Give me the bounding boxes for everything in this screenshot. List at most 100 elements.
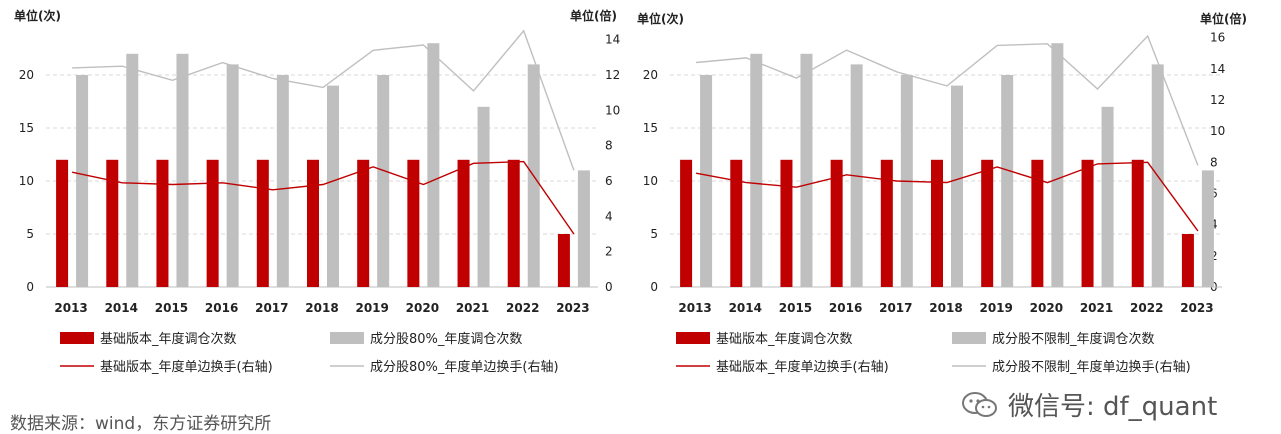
line-base	[695, 161, 1199, 232]
chart-left: 单位(次) 单位(倍) 0 5 10 15 20 0 2 4 6 8 10 12 14 2013 2014 201…	[14, 8, 620, 375]
bar-base	[106, 159, 119, 287]
bar-comp	[477, 106, 490, 287]
bar-comp	[1051, 43, 1064, 288]
bar-base	[457, 159, 470, 287]
y2-tick-label: 12	[1210, 93, 1225, 107]
watermark: 微信号: df_quant	[960, 386, 1217, 423]
y2-tick-label: 12	[605, 68, 620, 82]
x-tick-label: 2023	[1180, 301, 1213, 315]
bar-base	[307, 159, 319, 287]
bar-base	[1181, 234, 1194, 287]
legend-bar-base-swatch	[60, 332, 94, 344]
x-tick-label: 2021	[1080, 301, 1113, 315]
bar-comp	[226, 64, 239, 288]
bar-base	[56, 159, 69, 287]
x-tick-label: 2014	[729, 301, 762, 315]
bar-base	[730, 159, 743, 287]
legend-line-base-label: 基础版本_年度单边换手(右轴)	[716, 359, 889, 375]
x-tick-label: 2017	[879, 301, 912, 315]
legend-bar-comp-label: 成分股不限制_年度调仓次数	[992, 331, 1155, 347]
y2-tick-label: 8	[605, 139, 613, 153]
bar-base	[156, 159, 169, 287]
bar-base	[680, 159, 693, 287]
y2-tick-label: 2	[605, 245, 613, 259]
bar-base	[557, 234, 570, 287]
bar-comp	[1001, 75, 1014, 287]
bar-comp	[377, 75, 390, 287]
bar-base	[1131, 159, 1144, 287]
bar-comp	[76, 75, 89, 287]
y2-tick-label: 16	[1210, 31, 1225, 45]
bar-base	[507, 159, 520, 287]
bar-base	[830, 159, 843, 287]
y-tick-label: 5	[650, 227, 658, 241]
y-tick-label: 20	[643, 68, 658, 82]
y2-tick-label: 10	[605, 103, 620, 117]
x-tick-label: 2016	[205, 301, 238, 315]
legend-bar-base-label: 基础版本_年度调仓次数	[716, 331, 853, 347]
x-tick-label: 2022	[506, 301, 539, 315]
x-tick-label: 2014	[105, 301, 138, 315]
bar-base	[357, 159, 370, 287]
x-tick-label: 2023	[556, 301, 589, 315]
bar-comp	[1201, 170, 1214, 287]
legend-bar-comp-swatch	[952, 332, 986, 344]
y-tick-label: 0	[26, 280, 34, 294]
bar-comp	[327, 85, 339, 287]
bar-base	[780, 159, 793, 287]
legend-line-comp-label: 成分股不限制_年度单边换手(右轴)	[992, 359, 1191, 375]
bar-base	[931, 159, 943, 287]
x-tick-label: 2020	[1030, 301, 1063, 315]
x-tick-label: 2019	[355, 301, 388, 315]
legend-line-comp-label: 成分股80%_年度单边换手(右轴)	[370, 359, 559, 375]
y2-tick-label: 6	[605, 174, 613, 188]
wechat-icon	[962, 391, 997, 417]
bar-comp	[750, 53, 763, 287]
y-tick-label: 5	[26, 227, 34, 241]
x-tick-label: 2020	[406, 301, 439, 315]
legend-bar-comp-label: 成分股80%_年度调仓次数	[370, 331, 522, 347]
y2-tick-label: 10	[1210, 124, 1225, 138]
bar-base	[256, 159, 269, 287]
right-axis-unit: 单位(倍)	[570, 8, 617, 23]
bar-base	[1081, 159, 1094, 287]
left-axis-unit: 单位(次)	[14, 8, 61, 23]
bar-comp	[276, 75, 289, 287]
chart-right: 单位(次)单位(倍)051015200246810121416201320142…	[637, 11, 1247, 375]
x-tick-label: 2017	[255, 301, 288, 315]
bar-comp	[800, 53, 813, 287]
x-tick-label: 2015	[155, 301, 188, 315]
legend-bar-base-swatch	[676, 332, 710, 344]
bar-comp	[700, 75, 713, 287]
watermark-text: 微信号: df_quant	[1008, 392, 1218, 422]
bar-comp	[176, 53, 189, 287]
bar-base	[880, 159, 893, 287]
bar-comp	[577, 170, 590, 287]
y-tick-label: 10	[19, 174, 34, 188]
y-tick-label: 0	[650, 280, 658, 294]
x-tick-label: 2015	[779, 301, 812, 315]
x-tick-label: 2019	[979, 301, 1012, 315]
y2-tick-label: 0	[605, 280, 613, 294]
bar-base	[407, 159, 420, 287]
y2-tick-label: 4	[605, 209, 613, 223]
bar-base	[206, 159, 219, 287]
y-tick-label: 15	[19, 121, 34, 135]
x-tick-label: 2018	[305, 301, 338, 315]
legend-bar-comp-swatch	[330, 332, 364, 344]
line-comp	[696, 34, 1199, 166]
legend-line-base-label: 基础版本_年度单边换手(右轴)	[100, 359, 273, 375]
bar-comp	[951, 85, 963, 287]
bar-comp	[1101, 106, 1114, 287]
line-base	[71, 160, 575, 235]
y2-tick-label: 14	[605, 33, 620, 47]
line-comp	[72, 29, 575, 171]
y-tick-label: 15	[643, 121, 658, 135]
bar-comp	[427, 43, 440, 288]
left-axis-unit: 单位(次)	[637, 11, 684, 26]
x-tick-label: 2022	[1130, 301, 1163, 315]
right-axis-unit: 单位(倍)	[1200, 11, 1247, 26]
bar-comp	[126, 53, 139, 287]
x-tick-label: 2016	[829, 301, 862, 315]
